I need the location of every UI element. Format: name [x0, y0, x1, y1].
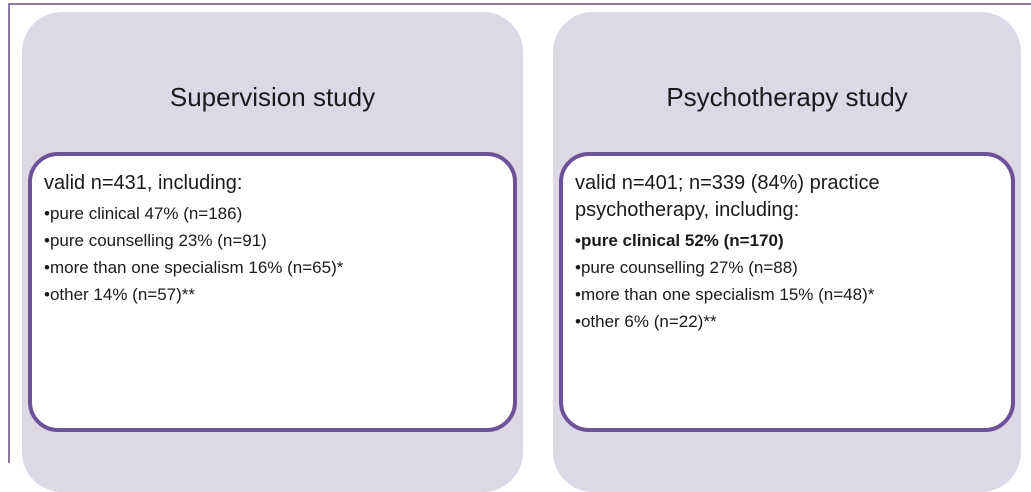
bullet-item: •pure counselling 27% (n=88) [575, 258, 798, 277]
panel: Supervision study valid n=431, including:… [22, 12, 523, 492]
content-box: valid n=401; n=339 (84%) practice psycho… [559, 152, 1015, 432]
bullet-item: •other 6% (n=22)** [575, 312, 717, 331]
panel-title: Psychotherapy study [666, 82, 908, 112]
bullet-item: •more than one specialism 15% (n=48)* [575, 285, 875, 304]
content-box: valid n=431, including: •pure clinical 47… [28, 152, 517, 432]
intro-text: valid n=431, including: [44, 172, 243, 194]
panel-title: Supervision study [169, 82, 376, 112]
bullet-item: •more than one specialism 16% (n=65)* [44, 258, 344, 277]
intro-text: valid n=401; n=339 (84%) practice psycho… [575, 172, 880, 221]
frame-line [8, 3, 10, 463]
bullet-item: •pure counselling 23% (n=91) [44, 231, 267, 250]
panel: Psychotherapy study valid n=401; n=339 (8… [553, 12, 1021, 492]
frame-line [8, 3, 1031, 5]
slide: Supervision study valid n=431, including:… [8, 3, 1031, 492]
bullet-item: •other 14% (n=57)** [44, 285, 196, 304]
bullet-item: •pure clinical 47% (n=186) [44, 204, 243, 223]
bullet-item: •pure clinical 52% (n=170) [575, 231, 784, 250]
